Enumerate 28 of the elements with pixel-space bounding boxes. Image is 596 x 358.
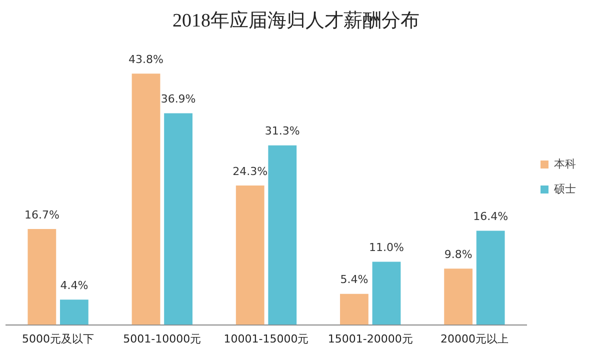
- x-tick-label: 15001-20000元: [328, 332, 413, 346]
- bar: [28, 229, 56, 325]
- bar: [340, 294, 368, 325]
- legend-label: 硕士: [553, 182, 576, 196]
- bar: [164, 113, 192, 325]
- data-label: 4.4%: [60, 278, 88, 292]
- data-label: 43.8%: [128, 53, 164, 66]
- data-label: 9.8%: [444, 248, 472, 261]
- data-label: 5.4%: [340, 273, 368, 286]
- bar: [60, 300, 88, 325]
- data-label: 16.7%: [24, 208, 60, 222]
- legend-label: 本科: [554, 157, 576, 170]
- data-label: 16.4%: [473, 210, 508, 224]
- bar: [132, 74, 160, 325]
- bar: [476, 230, 505, 325]
- data-label: 11.0%: [369, 241, 404, 254]
- chart-title: 2018年应届海归人才薪酬分布: [172, 9, 420, 32]
- x-tick-label: 5000元及以下: [22, 332, 94, 346]
- data-label: 24.3%: [232, 164, 268, 178]
- bar: [372, 262, 401, 325]
- bar: [236, 185, 264, 325]
- bar: [268, 145, 297, 325]
- data-label: 36.9%: [160, 92, 196, 106]
- x-tick-label: 5001-10000元: [123, 332, 202, 346]
- x-tick-label: 20000元以上: [440, 332, 508, 346]
- bar: [444, 268, 473, 325]
- x-tick-label: 10001-15000元: [224, 332, 309, 346]
- data-label: 31.3%: [264, 124, 300, 138]
